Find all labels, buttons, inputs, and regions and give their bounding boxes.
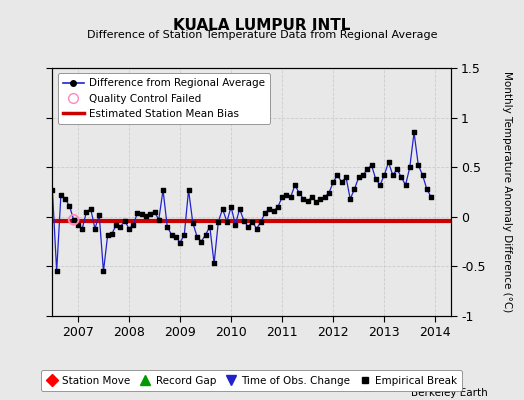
Point: [239, 218, 248, 224]
Point: [176, 239, 184, 246]
Point: [91, 226, 99, 232]
Point: [346, 196, 354, 202]
Point: [389, 172, 397, 178]
Point: [227, 204, 235, 210]
Point: [57, 192, 65, 198]
Point: [333, 172, 342, 178]
Legend: Station Move, Record Gap, Time of Obs. Change, Empirical Break: Station Move, Record Gap, Time of Obs. C…: [40, 370, 463, 391]
Point: [219, 206, 227, 212]
Point: [359, 172, 367, 178]
Point: [189, 220, 197, 226]
Point: [418, 172, 427, 178]
Point: [316, 196, 325, 202]
Point: [367, 162, 376, 168]
Point: [99, 268, 107, 274]
Point: [401, 182, 410, 188]
Point: [269, 208, 278, 214]
Point: [138, 211, 146, 217]
Point: [337, 179, 346, 185]
Point: [325, 190, 333, 196]
Point: [125, 226, 133, 232]
Point: [95, 212, 103, 218]
Point: [82, 209, 91, 215]
Point: [427, 194, 435, 200]
Point: [278, 194, 286, 200]
Point: [171, 234, 180, 240]
Point: [74, 222, 82, 228]
Point: [163, 224, 171, 230]
Point: [65, 203, 73, 209]
Point: [108, 230, 116, 237]
Point: [116, 224, 125, 230]
Point: [261, 210, 269, 216]
Legend: Difference from Regional Average, Quality Control Failed, Estimated Station Mean: Difference from Regional Average, Qualit…: [58, 73, 270, 124]
Point: [86, 206, 95, 212]
Point: [70, 216, 78, 223]
Point: [414, 162, 422, 168]
Text: Difference of Station Temperature Data from Regional Average: Difference of Station Temperature Data f…: [87, 30, 437, 40]
Point: [321, 194, 329, 200]
Point: [312, 199, 320, 205]
Point: [253, 226, 261, 232]
Point: [197, 238, 205, 245]
Point: [146, 211, 155, 217]
Point: [248, 218, 257, 225]
Point: [287, 194, 295, 200]
Point: [121, 218, 129, 224]
Point: [295, 190, 303, 196]
Point: [193, 234, 201, 240]
Point: [70, 216, 78, 223]
Point: [355, 174, 363, 180]
Point: [363, 166, 372, 172]
Point: [342, 174, 350, 180]
Y-axis label: Monthly Temperature Anomaly Difference (°C): Monthly Temperature Anomaly Difference (…: [502, 71, 512, 313]
Point: [52, 268, 61, 274]
Point: [299, 196, 308, 202]
Point: [205, 224, 214, 230]
Point: [372, 176, 380, 182]
Point: [150, 209, 159, 215]
Point: [274, 204, 282, 210]
Point: [265, 206, 274, 212]
Point: [133, 210, 141, 216]
Point: [384, 159, 392, 166]
Point: [393, 166, 401, 172]
Point: [61, 196, 69, 202]
Point: [142, 213, 150, 219]
Point: [180, 232, 189, 238]
Point: [48, 187, 57, 193]
Point: [303, 198, 312, 204]
Point: [350, 186, 358, 192]
Point: [376, 182, 384, 188]
Point: [329, 179, 337, 185]
Point: [397, 174, 406, 180]
Point: [214, 218, 223, 225]
Point: [167, 232, 176, 238]
Point: [104, 232, 112, 238]
Text: KUALA LUMPUR INTL: KUALA LUMPUR INTL: [173, 18, 351, 33]
Point: [423, 186, 431, 192]
Point: [235, 206, 244, 212]
Point: [78, 226, 86, 232]
Point: [155, 216, 163, 223]
Point: [308, 194, 316, 200]
Point: [159, 187, 167, 193]
Point: [410, 129, 418, 136]
Point: [112, 222, 121, 228]
Text: Berkeley Earth: Berkeley Earth: [411, 388, 487, 398]
Point: [129, 222, 137, 228]
Point: [282, 192, 291, 198]
Point: [210, 260, 219, 267]
Point: [257, 218, 265, 225]
Point: [201, 232, 210, 238]
Point: [184, 187, 193, 193]
Point: [223, 218, 231, 225]
Point: [406, 164, 414, 170]
Point: [231, 222, 239, 228]
Point: [244, 224, 253, 230]
Point: [380, 172, 388, 178]
Point: [291, 182, 299, 188]
